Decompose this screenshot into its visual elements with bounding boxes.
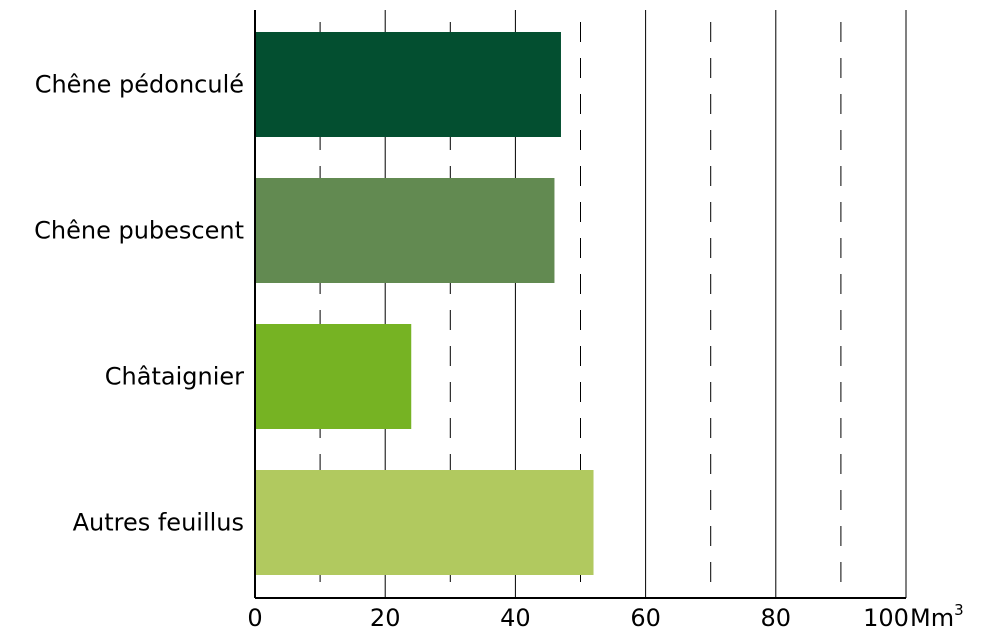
x-tick-label-0: 0	[247, 604, 262, 630]
labels: Chêne pédonculé Chêne pubescent Châtaignie…	[34, 71, 909, 630]
category-label-4: Autres feuillus	[73, 509, 244, 537]
x-tick-label-40: 40	[500, 604, 531, 630]
axes	[254, 10, 906, 599]
unit-superscript: 3	[954, 601, 964, 619]
category-label-3: Châtaignier	[105, 363, 244, 391]
x-tick-label-20: 20	[370, 604, 401, 630]
bar-4	[255, 470, 594, 575]
bar-3	[255, 324, 412, 429]
x-tick-label-80: 80	[761, 604, 792, 630]
category-label-2: Chêne pubescent	[34, 217, 244, 245]
bars	[255, 32, 594, 575]
x-tick-label-100: 100	[863, 604, 909, 630]
x-tick-label-60: 60	[630, 604, 661, 630]
category-label-1: Chêne pédonculé	[35, 71, 244, 99]
bar-2	[255, 178, 555, 283]
x-axis-unit-label: Mm3	[910, 601, 964, 630]
bar-1	[255, 32, 561, 137]
unit-text: Mm	[910, 604, 954, 630]
